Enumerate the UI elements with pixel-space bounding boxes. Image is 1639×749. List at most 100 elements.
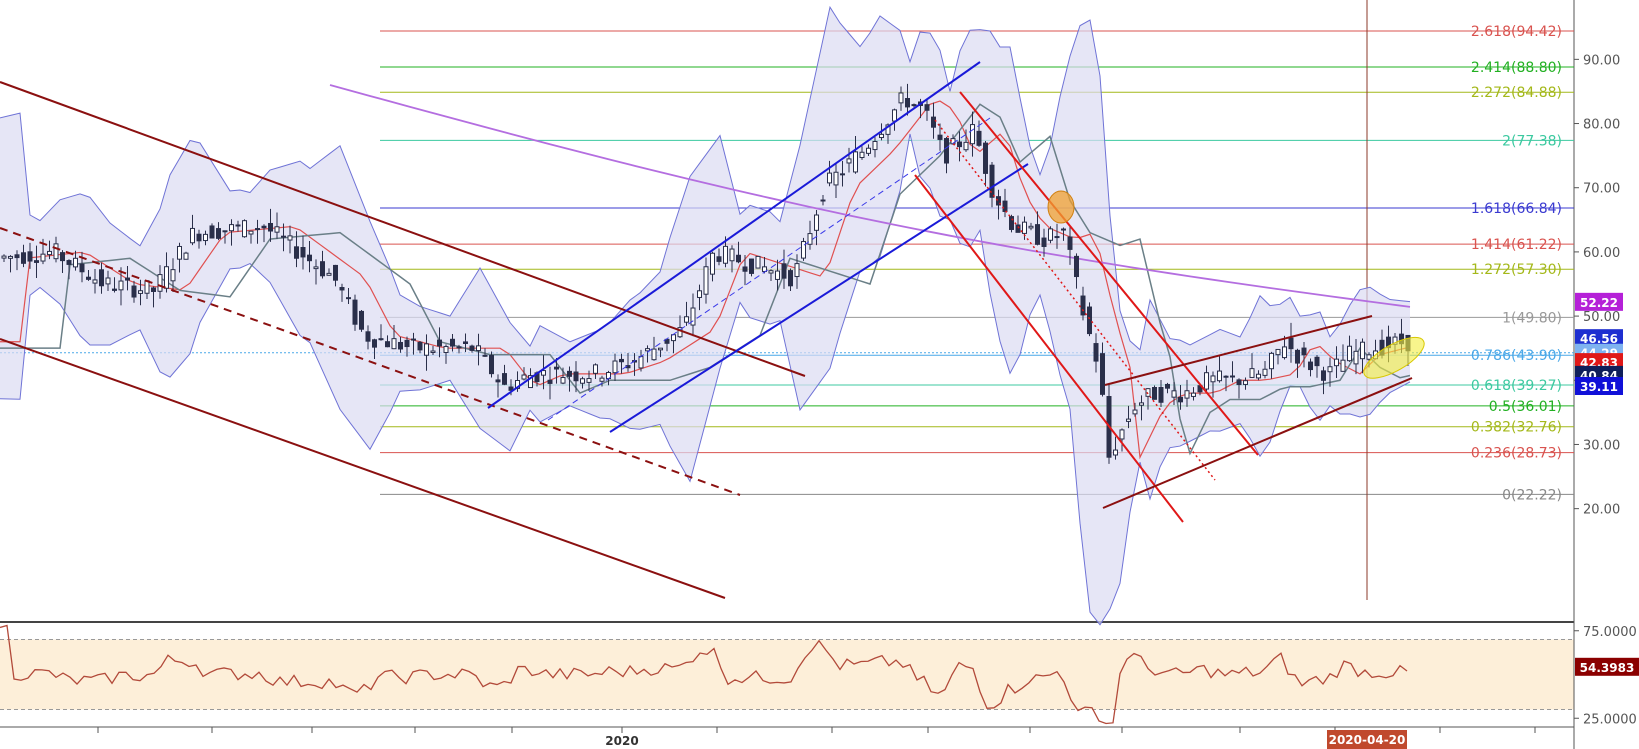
candle-body — [807, 233, 813, 245]
rsi-tick-label: 75.0000 — [1583, 625, 1637, 640]
candle-body — [1230, 375, 1235, 378]
candle-body — [1139, 402, 1144, 406]
candle-body — [749, 258, 754, 274]
price-tick-label: 60.00 — [1583, 246, 1620, 261]
candle-body — [489, 354, 494, 375]
candle-body — [151, 287, 156, 292]
candle-body — [567, 370, 572, 377]
price-badge — [1575, 376, 1623, 395]
price-tick-label: 30.00 — [1583, 438, 1620, 453]
fib-level-label: 1.272(57.30) — [1471, 262, 1562, 278]
candle-body — [248, 230, 254, 235]
candle-body — [924, 104, 930, 111]
candle-body — [112, 288, 117, 291]
candle-body — [1308, 361, 1313, 371]
fall-channel-mid — [934, 119, 1216, 481]
candle-body — [521, 374, 527, 380]
price-badge — [1575, 329, 1623, 348]
candle-body — [905, 98, 910, 108]
candle-body — [963, 141, 969, 151]
candle-body — [242, 220, 247, 238]
candle-body — [307, 254, 312, 262]
trend-lines[interactable] — [0, 61, 1430, 599]
candle-body — [976, 130, 982, 146]
candle-body — [645, 348, 650, 352]
candle-body — [580, 378, 585, 384]
candle-body — [586, 378, 592, 383]
ma-slow — [0, 103, 1411, 456]
fall-channel-lower — [914, 174, 1184, 523]
moving-averages — [0, 84, 1411, 460]
ma-fast — [0, 100, 1411, 460]
candle-body — [144, 280, 150, 294]
price-badge-label: 46.56 — [1580, 332, 1618, 346]
candle-body — [1074, 255, 1079, 278]
candle-body — [1158, 387, 1164, 403]
down-channel-lower — [0, 338, 726, 599]
candle-body — [352, 299, 358, 325]
candle-body — [1262, 368, 1268, 376]
candle-body — [547, 379, 553, 384]
candle-body — [599, 377, 605, 382]
candle-body — [775, 270, 780, 280]
candle-body — [463, 341, 468, 345]
wedge-lower — [1102, 377, 1413, 509]
candle-body — [417, 341, 423, 351]
candle-body — [157, 274, 163, 292]
candle-body — [495, 379, 501, 383]
candle-body — [658, 347, 663, 351]
down-channel-mid — [0, 227, 741, 496]
candle-body — [1340, 359, 1346, 372]
candle-body — [1223, 375, 1229, 378]
highlight-circle-orange — [1047, 190, 1075, 224]
candle-body — [40, 253, 46, 262]
fib-level-label: 1.618(66.84) — [1471, 201, 1562, 217]
candle-body — [281, 235, 286, 238]
highlight-ellipse-yellow — [1363, 336, 1425, 379]
price-badge-label: 39.11 — [1580, 380, 1618, 394]
time-axis: 2020 2020-04-20 — [97, 727, 1536, 749]
candle-body — [651, 348, 657, 361]
candle-body — [1360, 341, 1365, 360]
candle-body — [268, 222, 273, 232]
candle-body — [1054, 236, 1060, 239]
candle-body — [138, 290, 143, 294]
candle-body — [1028, 225, 1034, 229]
candle-body — [742, 266, 748, 272]
candle-body — [723, 245, 728, 264]
candle-body — [14, 254, 20, 259]
candle-body — [196, 233, 202, 242]
candle-body — [736, 254, 741, 263]
candle-body — [872, 140, 878, 151]
candle-body — [710, 252, 715, 275]
candle-body — [1093, 343, 1099, 362]
candle-body — [1210, 375, 1216, 383]
candle-body — [131, 285, 137, 298]
fib-level-label: 1(49.80) — [1502, 310, 1562, 326]
candle-body — [1366, 354, 1372, 360]
candle-body — [1041, 237, 1047, 247]
candle-body — [385, 341, 390, 348]
candle-body — [443, 346, 449, 353]
candle-body — [1275, 348, 1281, 356]
price-axis: 90.0080.0070.0060.0050.0040.0030.0020.00… — [1574, 53, 1623, 518]
candle-body — [801, 241, 806, 259]
candle-body — [47, 250, 52, 256]
fib-level-label: 0(22.22) — [1502, 487, 1562, 503]
candle-body — [508, 386, 514, 391]
candle-body — [73, 257, 78, 268]
candle-body — [1126, 418, 1131, 422]
candle-body — [781, 263, 787, 279]
rsi-band-fill — [0, 639, 1574, 710]
candle-body — [437, 339, 442, 347]
rsi-value-badge — [1575, 657, 1639, 676]
candle-body — [261, 225, 267, 229]
candle-body — [235, 224, 241, 227]
candle-body — [846, 158, 852, 164]
candle-body — [482, 354, 488, 357]
candle-body — [879, 133, 884, 139]
price-badge — [1575, 292, 1623, 311]
candle-body — [1191, 392, 1196, 397]
candlesticks — [1, 83, 1411, 464]
